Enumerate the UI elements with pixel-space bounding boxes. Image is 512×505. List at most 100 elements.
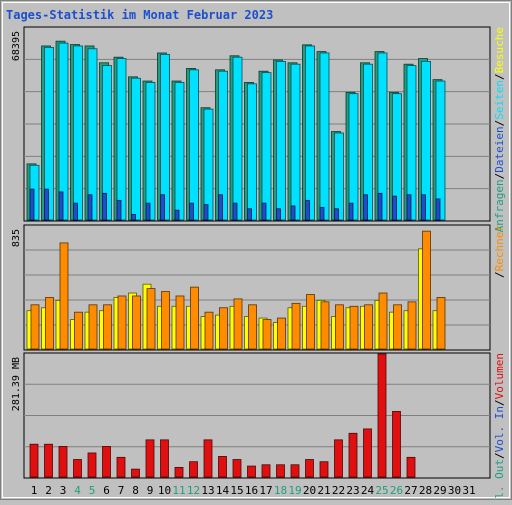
- bar-rechner: [320, 301, 330, 350]
- bar-volumen: [58, 446, 68, 478]
- x-axis-labels: 1 2 3 4 5 6 7 8 9 10 11 12 13 14 15 16 17 18 19 20 21 22 23 24 2…: [31, 484, 476, 497]
- bar-dateien: [305, 45, 315, 221]
- bar-volumen: [377, 353, 387, 478]
- panel-bottom: 281.39 MB: [11, 352, 491, 479]
- bar-rechner: [422, 230, 431, 350]
- bar-dateien: [435, 80, 446, 221]
- bar-volumen: [305, 459, 314, 478]
- bar-volumen: [261, 464, 271, 478]
- legend-entry: Vol. Out: [493, 459, 506, 500]
- bar-volumen: [334, 439, 343, 478]
- bar-seiten: [29, 188, 35, 221]
- y-max-label: 281.39 MB: [11, 357, 22, 411]
- bar-volumen: [203, 439, 213, 478]
- bar-dateien: [131, 77, 141, 221]
- bar-rechner: [45, 297, 54, 350]
- bar-seiten: [261, 202, 267, 221]
- bar-rechner: [117, 295, 127, 350]
- bar-volumen: [29, 443, 39, 478]
- bar-volumen: [73, 459, 82, 478]
- x-tick-label: 3: [60, 484, 67, 497]
- bar-rechner: [146, 288, 156, 350]
- x-tick-label: 30: [448, 484, 461, 497]
- x-tick-label: 24: [361, 484, 375, 497]
- x-tick-label: 31: [462, 484, 475, 497]
- bar-rechner: [132, 295, 141, 350]
- bar-rechner: [175, 295, 185, 350]
- bar-seiten: [203, 204, 209, 221]
- bar-seiten: [305, 199, 310, 221]
- bar-dateien: [392, 93, 402, 221]
- bars-bottom: [29, 353, 416, 478]
- bar-seiten: [392, 195, 397, 221]
- bar-dateien: [58, 42, 69, 221]
- bar-dateien: [232, 56, 243, 221]
- x-tick-label: 7: [118, 484, 125, 497]
- bar-dateien: [174, 82, 185, 221]
- bar-seiten: [232, 202, 238, 221]
- chart-title: Tages-Statistik im Monat Februar 2023: [6, 8, 273, 22]
- bar-seiten: [218, 194, 223, 221]
- bar-volumen: [290, 464, 300, 478]
- bar-dateien: [203, 108, 214, 221]
- bar-seiten: [290, 205, 296, 221]
- x-tick-label: 5: [89, 484, 96, 497]
- bar-rechner: [103, 304, 112, 350]
- legend-middle: /Rechner: [493, 225, 506, 278]
- x-tick-label: 20: [303, 484, 316, 497]
- bar-dateien: [363, 63, 373, 221]
- x-tick-label: 2: [45, 484, 52, 497]
- bar-rechner: [248, 304, 257, 350]
- bar-volumen: [44, 443, 53, 478]
- legend-entry: /: [493, 120, 506, 127]
- bar-seiten: [406, 194, 412, 221]
- bar-dateien: [276, 60, 286, 221]
- bar-seiten: [247, 208, 252, 221]
- bar-volumen: [348, 432, 358, 478]
- legend-entry: /: [493, 271, 506, 278]
- bars-top: [26, 40, 446, 221]
- bar-seiten: [319, 206, 325, 221]
- x-tick-label: 4: [74, 484, 81, 497]
- bar-volumen: [406, 456, 416, 478]
- bar-rechner: [262, 319, 272, 350]
- bar-dateien: [73, 45, 83, 221]
- bar-volumen: [247, 465, 256, 478]
- bar-volumen: [174, 466, 184, 478]
- bar-rechner: [204, 311, 214, 350]
- bar-seiten: [334, 208, 339, 221]
- legend-entry: Dateien: [493, 126, 506, 172]
- bar-seiten: [421, 194, 426, 221]
- bar-dateien: [247, 83, 257, 221]
- bar-dateien: [44, 46, 54, 221]
- bar-rechner: [335, 304, 344, 350]
- bar-seiten: [116, 199, 122, 221]
- x-tick-label: 14: [216, 484, 230, 497]
- x-tick-label: 27: [404, 484, 417, 497]
- x-tick-label: 21: [317, 484, 330, 497]
- bar-dateien: [160, 53, 170, 221]
- x-tick-label: 6: [103, 484, 110, 497]
- legend-entry: /: [493, 452, 506, 459]
- bar-seiten: [44, 188, 49, 221]
- bar-dateien: [334, 132, 344, 221]
- bar-seiten: [87, 194, 93, 221]
- x-tick-label: 19: [288, 484, 301, 497]
- bar-dateien: [319, 52, 330, 221]
- x-tick-label: 23: [346, 484, 359, 497]
- chart-panels: 68395 835 281.39 MB: [11, 26, 491, 479]
- bar-volumen: [102, 446, 111, 478]
- bar-dateien: [116, 58, 127, 221]
- bar-volumen: [276, 464, 285, 478]
- x-tick-label: 10: [158, 484, 171, 497]
- bar-dateien: [218, 70, 228, 221]
- bar-seiten: [58, 191, 64, 221]
- legend-entry: Anfragen: [493, 179, 506, 232]
- x-tick-label: 11: [172, 484, 185, 497]
- bar-volumen: [218, 456, 227, 478]
- bar-seiten: [363, 194, 368, 221]
- bar-rechner: [190, 286, 199, 350]
- bar-volumen: [189, 461, 198, 478]
- bar-seiten: [145, 202, 151, 221]
